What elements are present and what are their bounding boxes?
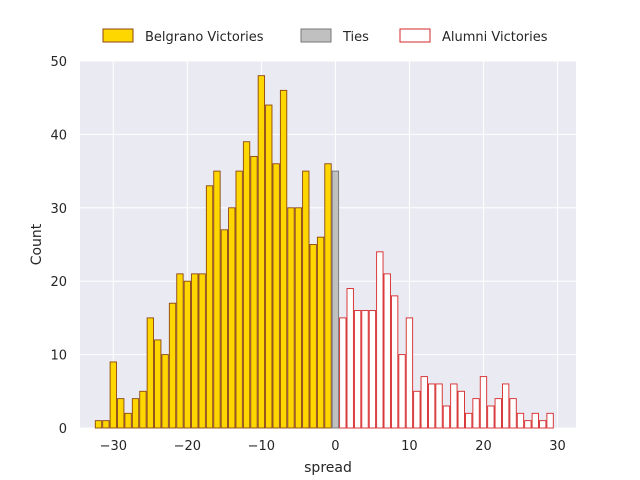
bar-1-11	[176, 273, 184, 429]
y-tick-label: 30	[50, 202, 67, 217]
bar-3-22	[502, 383, 510, 429]
bar-1-9	[161, 354, 169, 429]
bar-3-27	[539, 420, 547, 429]
x-tick-label: −30	[100, 439, 127, 454]
bar-3-7	[390, 295, 399, 429]
y-tick-label: 0	[59, 422, 67, 437]
bar-1-6	[139, 390, 147, 429]
bar-3-28	[546, 412, 554, 429]
legend-swatch-2	[300, 28, 332, 43]
bar-1-1	[102, 420, 110, 429]
bar-1-14	[198, 273, 206, 429]
bar-3-23	[509, 398, 517, 429]
bar-1-29	[309, 244, 317, 429]
y-tick-label: 50	[50, 55, 67, 70]
bar-1-5	[131, 398, 140, 429]
bar-1-25	[279, 89, 288, 429]
y-tick-label: 20	[50, 275, 67, 290]
bar-1-7	[146, 317, 154, 429]
bar-3-9	[405, 317, 414, 429]
bar-3-8	[398, 354, 406, 429]
bar-3-25	[524, 420, 532, 429]
bar-1-18	[228, 207, 236, 429]
legend-label-2: Ties	[342, 30, 369, 45]
x-axis-label: spread	[304, 460, 352, 476]
y-tick-label: 40	[50, 128, 67, 143]
bar-1-15	[205, 185, 214, 429]
bar-1-13	[191, 273, 199, 429]
bar-3-1	[346, 288, 354, 429]
bar-1-27	[294, 207, 303, 429]
bar-3-3	[361, 310, 369, 429]
bar-3-18	[472, 398, 480, 429]
bar-3-5	[376, 251, 384, 429]
bar-3-14	[442, 405, 451, 429]
bar-1-4	[124, 412, 132, 429]
x-axis-ticks: −30 −20 −10 0 10 20 30	[100, 439, 566, 454]
bar-3-10	[413, 390, 421, 429]
bar-1-2	[109, 361, 117, 429]
bar-3-4	[368, 310, 377, 429]
bar-3-17	[465, 412, 473, 429]
x-tick-label: 30	[549, 439, 566, 454]
bar-3-12	[427, 383, 436, 429]
bar-3-11	[420, 376, 428, 429]
x-tick-label: −10	[248, 439, 275, 454]
bar-2-0	[331, 170, 340, 429]
bar-3-6	[383, 273, 391, 429]
legend-label-1: Belgrano Victories	[145, 30, 264, 45]
bar-1-8	[154, 339, 162, 429]
y-axis-ticks: 0 10 20 30 40 50	[50, 55, 67, 437]
bar-3-13	[435, 383, 443, 429]
bar-1-16	[213, 170, 221, 429]
bars	[94, 75, 554, 429]
y-axis-label: Count	[29, 223, 45, 265]
x-tick-label: 20	[475, 439, 492, 454]
bar-1-31	[324, 163, 332, 429]
bar-1-26	[287, 207, 295, 429]
legend: Belgrano Victories Ties Alumni Victories	[102, 28, 548, 45]
bar-1-24	[272, 163, 280, 429]
bar-1-21	[250, 155, 258, 429]
bar-1-17	[220, 229, 229, 429]
legend-swatch-3	[399, 28, 431, 43]
bar-3-26	[531, 412, 539, 429]
bar-3-20	[487, 405, 495, 429]
x-tick-label: −20	[174, 439, 201, 454]
bar-3-24	[516, 412, 525, 429]
bar-1-19	[235, 170, 243, 429]
bar-3-15	[450, 383, 458, 429]
bar-3-21	[494, 398, 502, 429]
bar-1-28	[302, 170, 310, 429]
legend-label-3: Alumni Victories	[442, 30, 548, 45]
bar-1-3	[117, 398, 125, 429]
bar-1-23	[265, 104, 273, 429]
bar-1-12	[183, 280, 191, 429]
x-tick-label: 0	[331, 439, 339, 454]
legend-swatch-1	[102, 28, 134, 43]
bar-1-10	[168, 302, 177, 429]
bar-3-0	[339, 317, 347, 429]
bar-1-0	[94, 420, 103, 429]
y-tick-label: 10	[50, 349, 67, 364]
bar-1-22	[257, 75, 266, 429]
bar-3-16	[457, 390, 465, 429]
bar-3-19	[479, 376, 488, 429]
bar-1-30	[316, 236, 325, 429]
bar-3-2	[353, 310, 362, 429]
x-tick-label: 10	[401, 439, 418, 454]
bar-1-20	[242, 141, 251, 429]
